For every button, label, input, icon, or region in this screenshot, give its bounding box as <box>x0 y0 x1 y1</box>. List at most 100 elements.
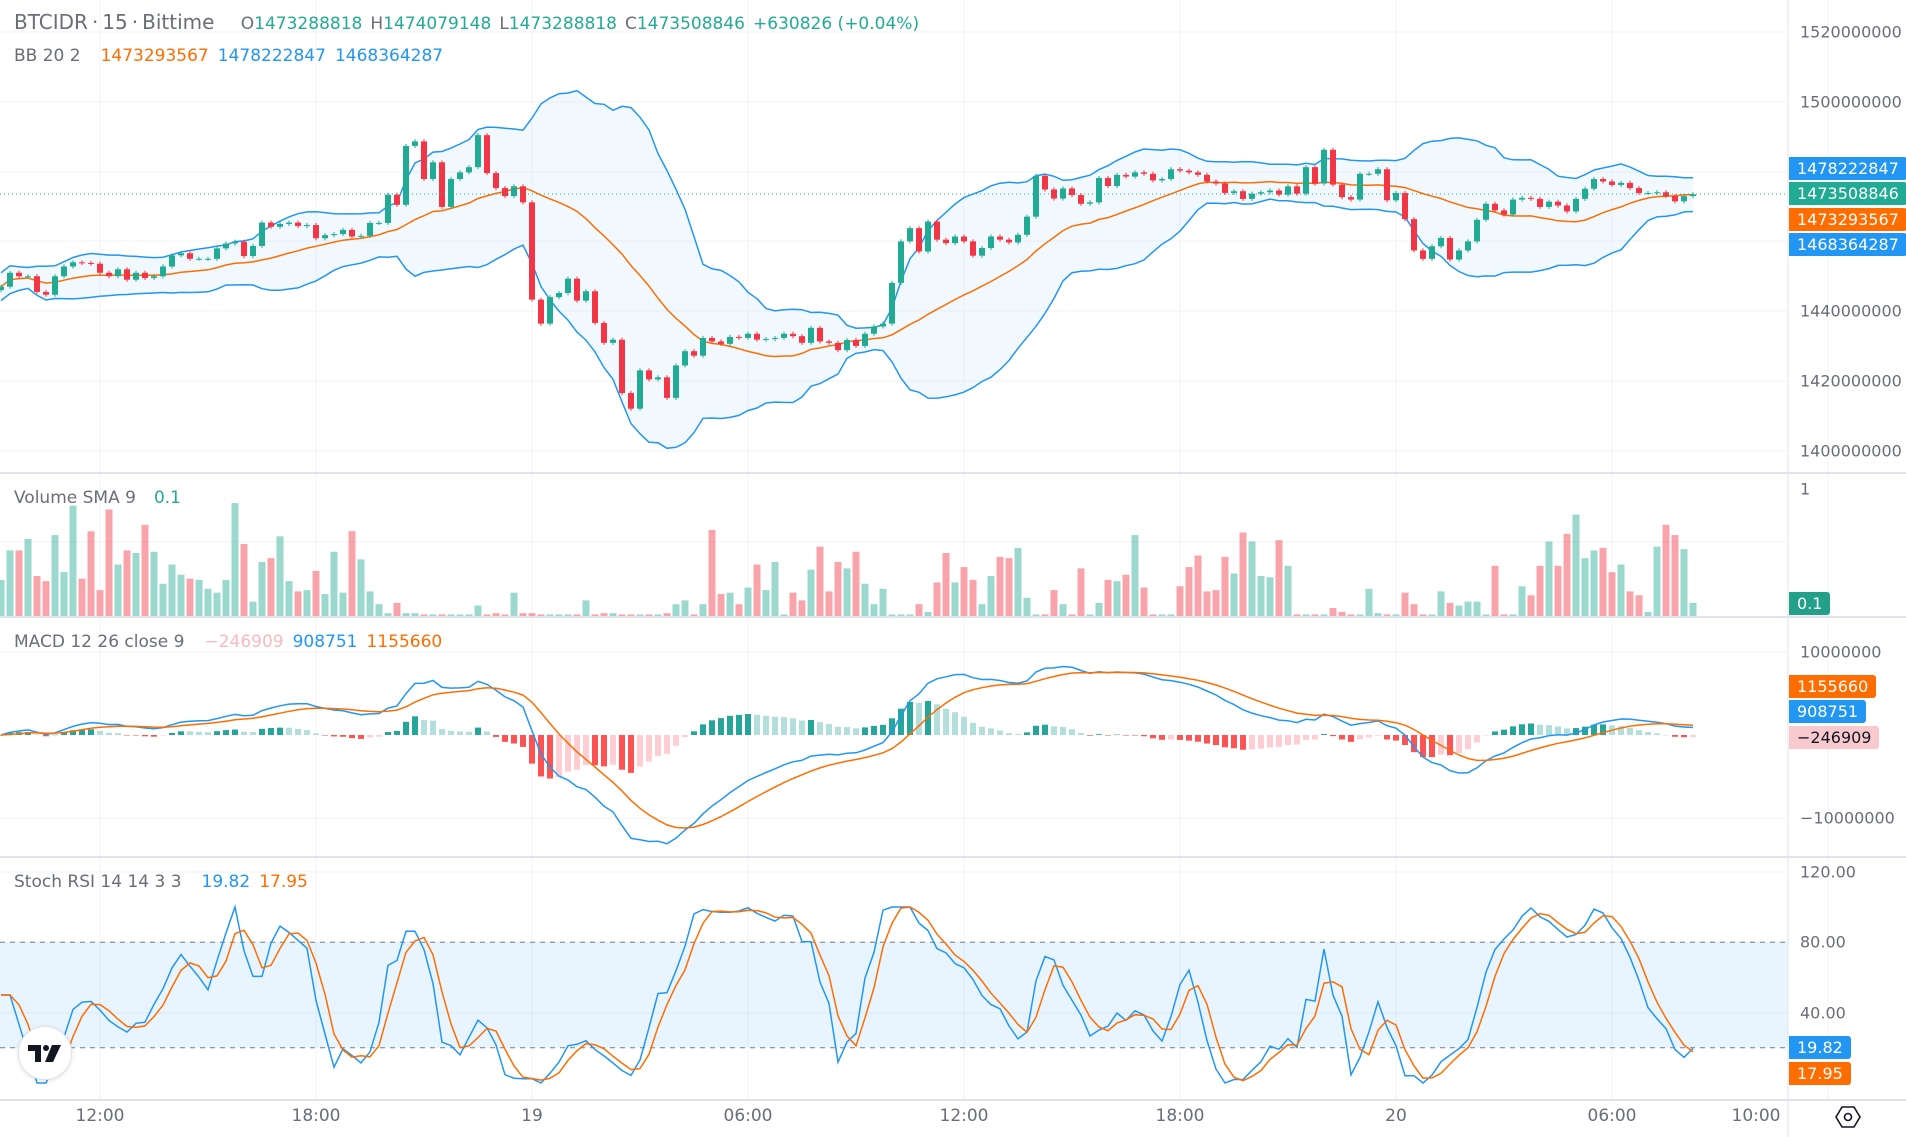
volume-bar <box>1509 614 1517 617</box>
macd-histogram-bar <box>790 718 796 735</box>
candle-body <box>1114 174 1120 186</box>
macd-histogram-bar <box>1294 735 1300 745</box>
volume-bar <box>1599 547 1607 617</box>
candle-body <box>1033 175 1039 217</box>
macd-histogram-bar <box>1240 735 1246 750</box>
candle-body <box>115 269 121 277</box>
candle-body <box>862 333 868 346</box>
volume-bar <box>1032 614 1040 617</box>
bb-legend[interactable]: BB 20 2 1473293567 1478222847 1468364287 <box>14 46 452 66</box>
stoch-k-tag: 19.82 <box>1789 1036 1851 1059</box>
volume-title: Volume SMA 9 <box>14 488 136 508</box>
separator: · <box>131 10 139 34</box>
candle-body <box>1051 189 1057 199</box>
stoch-legend[interactable]: Stoch RSI 14 14 3 3 19.82 17.95 <box>14 872 317 892</box>
candle-body <box>52 276 58 295</box>
bb-upper-value: 1478222847 <box>217 46 326 66</box>
candle-body <box>979 248 985 256</box>
macd-title: MACD 12 26 close 9 <box>14 632 185 652</box>
candle-body <box>1546 201 1552 207</box>
macd-histogram-bar <box>187 731 193 735</box>
volume-bar <box>627 614 635 617</box>
volume-bar <box>1419 614 1427 617</box>
volume-bar <box>366 591 374 617</box>
volume-bar <box>186 578 194 617</box>
macd-histogram-bar <box>691 731 697 735</box>
ohlc-values: O1473288818 H1474079148 L1473288818 C147350… <box>241 14 925 34</box>
candle-body <box>817 327 823 342</box>
candle-body <box>511 186 517 197</box>
candle-body <box>943 239 949 244</box>
candle-body <box>799 336 805 343</box>
volume-bar <box>1167 614 1175 617</box>
volume-bar <box>1293 614 1301 617</box>
volume-bar <box>717 593 725 617</box>
candle-body <box>538 299 544 324</box>
macd-histogram-bar <box>637 735 643 767</box>
candle-body <box>1483 203 1489 220</box>
candle-body <box>988 236 994 249</box>
volume-bar <box>1554 565 1562 617</box>
volume-bar <box>1491 565 1499 617</box>
tradingview-logo[interactable] <box>18 1026 72 1080</box>
stoch-axis-tick: 40.00 <box>1800 1003 1846 1023</box>
symbol-legend[interactable]: BTCIDR · 15 · Bittime O1473288818 H1474079148… <box>14 10 925 34</box>
macd-histogram-bar <box>385 731 391 735</box>
candle-body <box>1177 169 1183 171</box>
macd-histogram-bar <box>871 725 877 735</box>
volume-bar <box>1581 558 1589 617</box>
candle-body <box>1267 190 1273 193</box>
volume-bar <box>177 574 185 617</box>
volume-legend[interactable]: Volume SMA 9 0.1 <box>14 488 187 508</box>
macd-histogram-bar <box>169 732 175 735</box>
candle-body <box>1321 149 1327 184</box>
volume-bar <box>1545 541 1553 617</box>
volume-bar <box>474 605 482 617</box>
candle-body <box>1375 169 1381 174</box>
volume-bar <box>1590 550 1598 617</box>
volume-bar <box>420 614 428 617</box>
macd-histogram-bar <box>664 735 670 754</box>
candle-body <box>268 222 274 227</box>
volume-bar <box>1068 614 1076 617</box>
volume-bar <box>753 564 761 617</box>
volume-bar <box>42 581 50 617</box>
macd-histogram-bar <box>1141 735 1147 737</box>
macd-histogram-bar <box>844 727 850 735</box>
macd-histogram-bar <box>313 733 319 735</box>
volume-bar <box>978 604 986 617</box>
candle-body <box>655 377 661 380</box>
macd-legend[interactable]: MACD 12 26 close 9 −246909 908751 1155660 <box>14 632 451 652</box>
candle-body <box>1258 192 1264 194</box>
volume-bar <box>1176 586 1184 617</box>
macd-line-tag: 908751 <box>1789 700 1867 723</box>
macd-histogram-bar <box>835 726 841 735</box>
volume-bar <box>303 590 311 617</box>
candle-body <box>547 297 553 324</box>
macd-histogram-bar <box>736 714 742 735</box>
macd-histogram-bar <box>439 729 445 735</box>
volume-bar <box>258 561 266 617</box>
macd-histogram-bar <box>853 728 859 735</box>
candle-body <box>1150 173 1156 181</box>
candle-body <box>592 291 598 323</box>
settings-icon[interactable] <box>1835 1104 1861 1130</box>
candle-body <box>178 253 184 256</box>
volume-bar <box>429 614 437 617</box>
macd-histogram-bar <box>592 735 598 766</box>
macd-histogram-bar <box>475 727 481 735</box>
volume-bar <box>609 613 617 617</box>
macd-histogram-bar <box>547 735 553 779</box>
candle-body <box>349 229 355 237</box>
candle-body <box>1294 186 1300 194</box>
macd-histogram-bar <box>79 729 85 735</box>
volume-bar <box>1212 590 1220 617</box>
volume-bar <box>861 583 869 617</box>
macd-histogram-bar <box>1510 726 1516 735</box>
candle-body <box>97 263 103 273</box>
candle-body <box>1537 198 1543 207</box>
macd-histogram-bar <box>808 719 814 735</box>
time-label: 19 <box>521 1106 543 1126</box>
volume-bar <box>924 611 932 617</box>
